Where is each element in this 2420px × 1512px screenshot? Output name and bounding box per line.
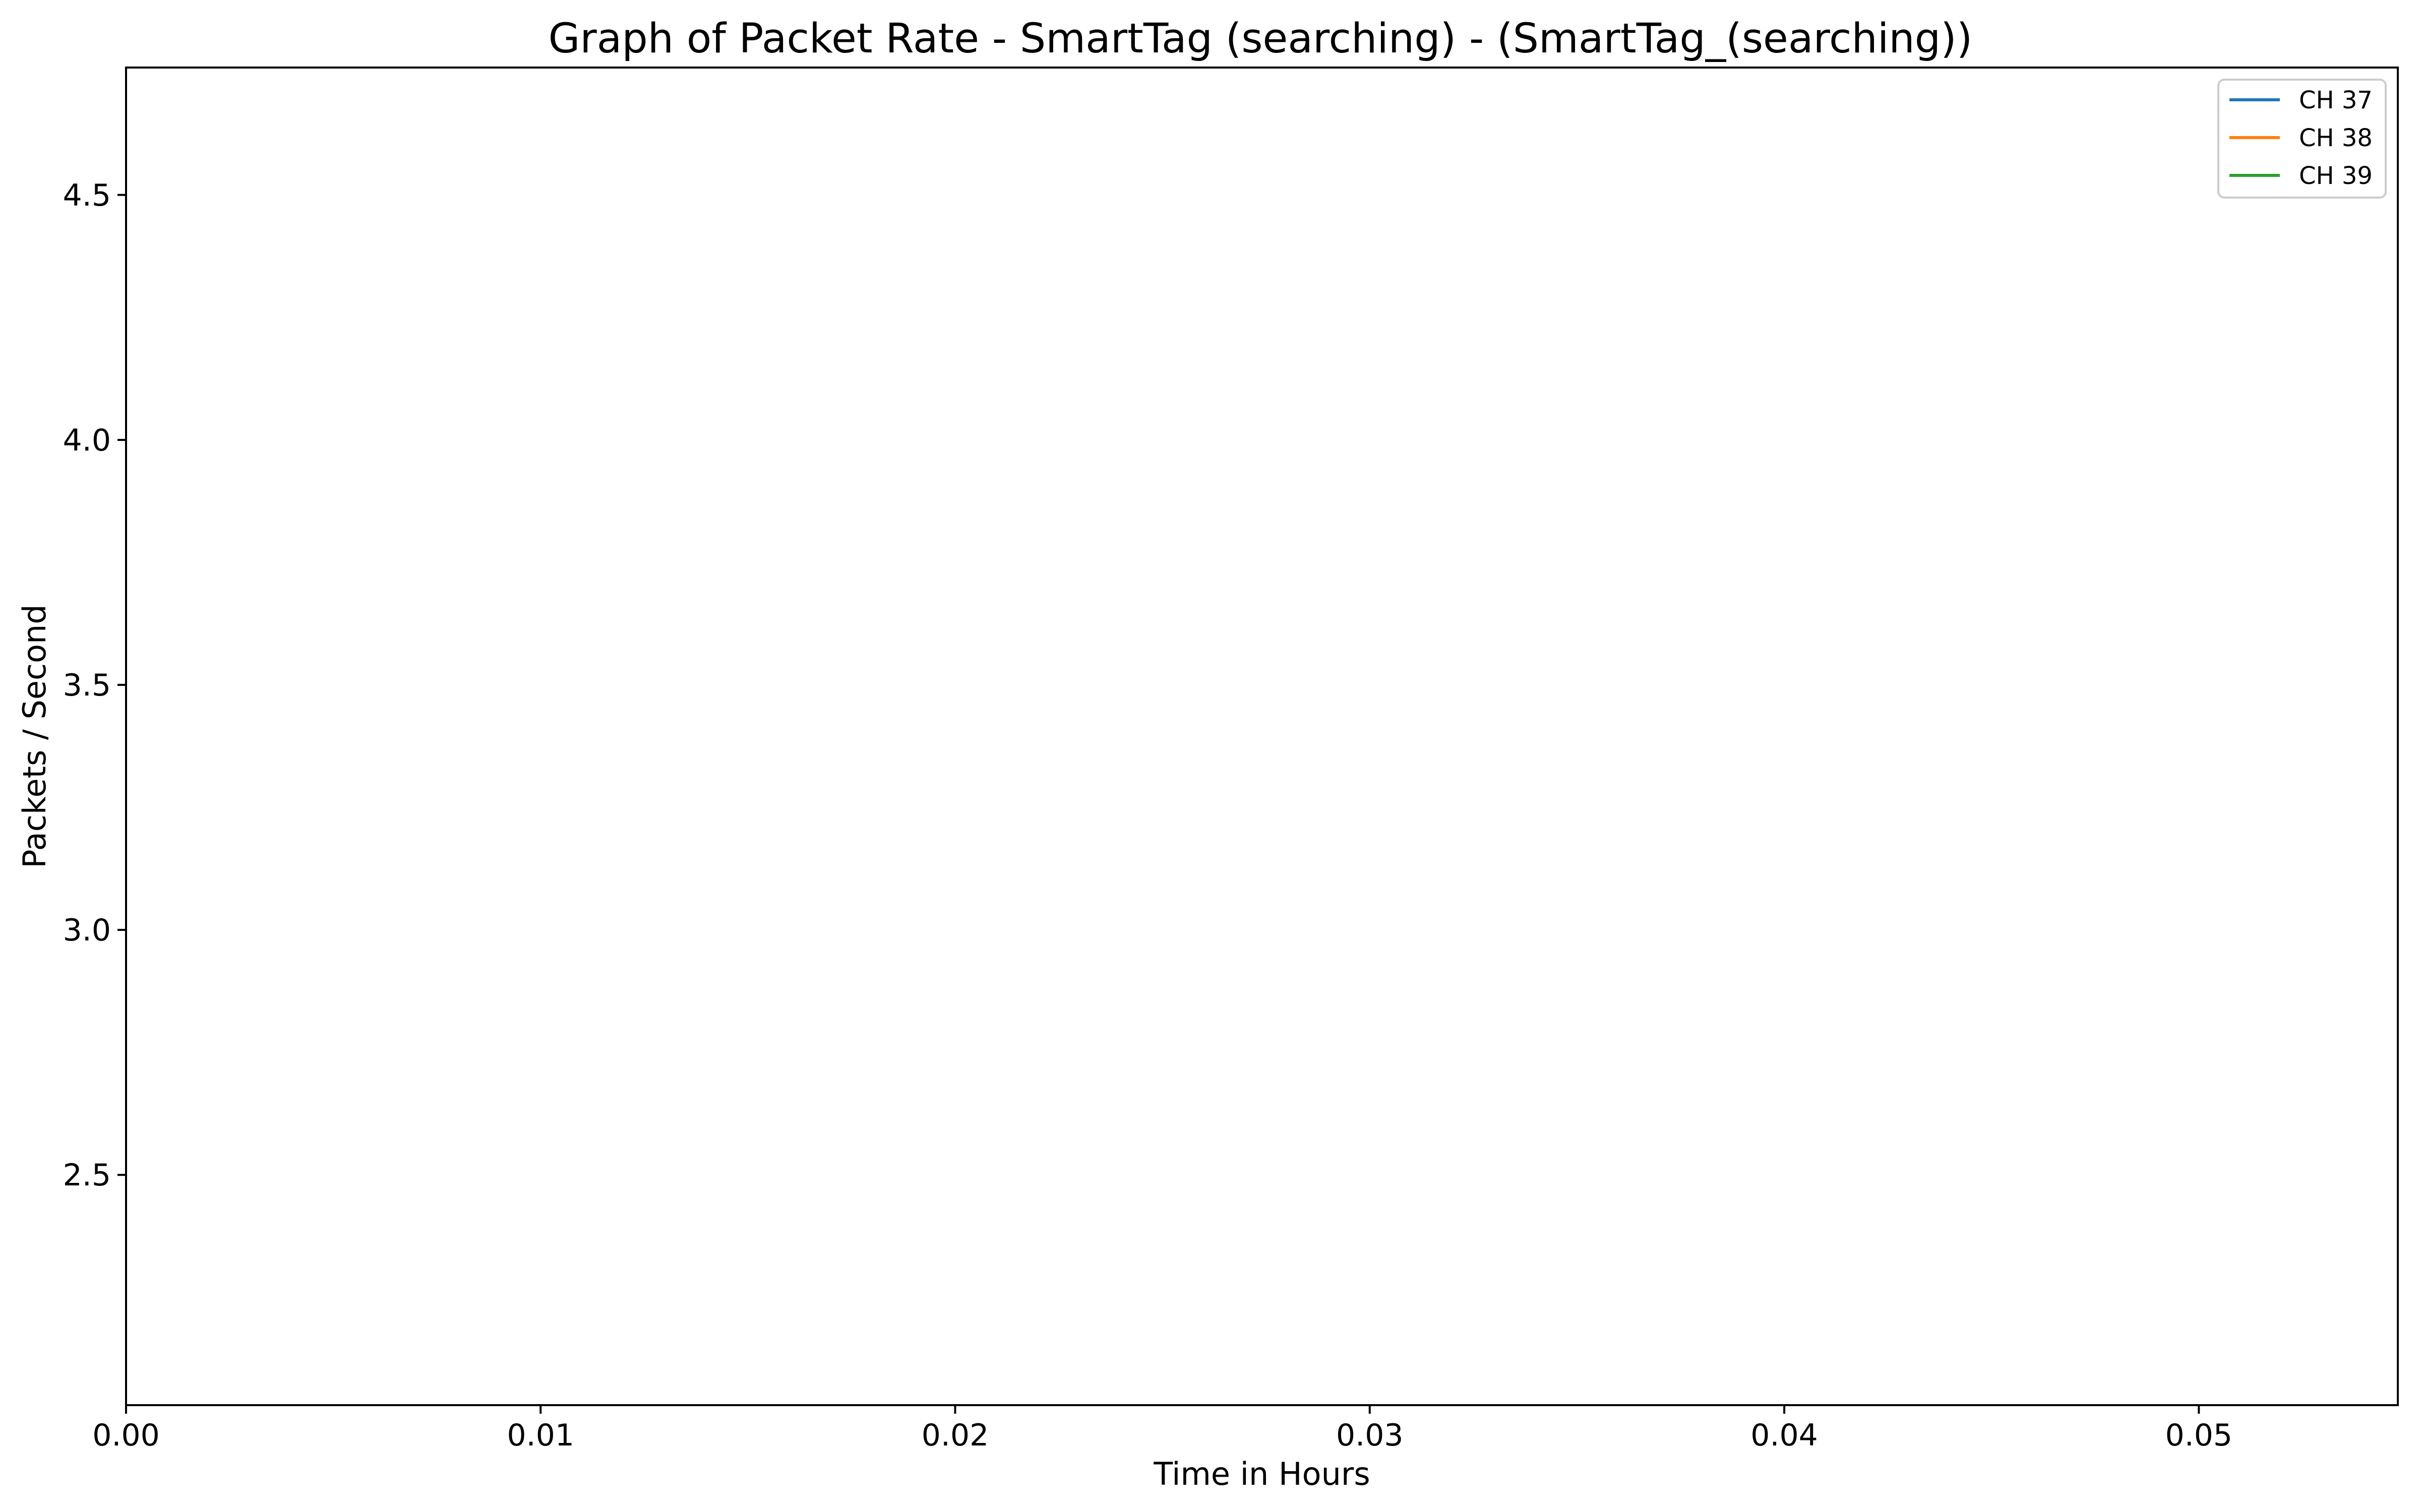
chart-title: Graph of Packet Rate - SmartTag (searchi…: [549, 15, 1973, 62]
x-axis-label: Time in Hours: [1153, 1456, 1370, 1492]
y-tick-label: 4.5: [63, 178, 111, 213]
y-axis-label: Packets / Second: [16, 604, 53, 868]
y-tick-label: 3.0: [63, 913, 111, 948]
x-tick-label: 0.01: [507, 1418, 574, 1453]
legend-items: CH 37 CH 38 CH 39: [2229, 86, 2373, 190]
x-tick-label: 0.03: [1336, 1418, 1404, 1453]
y-tick-label: 3.5: [63, 668, 111, 703]
legend-label: CH 37: [2299, 86, 2373, 114]
x-tick-label: 0.02: [922, 1418, 989, 1453]
x-tick-label: 0.05: [2165, 1418, 2233, 1453]
y-axis: 2.5 3.0 3.5 4.0 4.5: [63, 178, 126, 1193]
y-tick-label: 2.5: [63, 1158, 111, 1193]
x-axis: 0.00 0.01 0.02 0.03 0.04 0.05: [92, 1405, 2232, 1453]
plot-frame: [125, 67, 2399, 1406]
y-tick-label: 4.0: [63, 423, 111, 458]
legend-box: [2217, 79, 2387, 199]
plot-area: [125, 67, 2399, 1406]
legend-label: CH 39: [2299, 162, 2373, 190]
x-tick-label: 0.04: [1750, 1418, 1818, 1453]
x-tick-label: 0.00: [92, 1418, 160, 1453]
legend: CH 37 CH 38 CH 39: [2217, 79, 2387, 199]
legend-label: CH 38: [2299, 124, 2373, 152]
